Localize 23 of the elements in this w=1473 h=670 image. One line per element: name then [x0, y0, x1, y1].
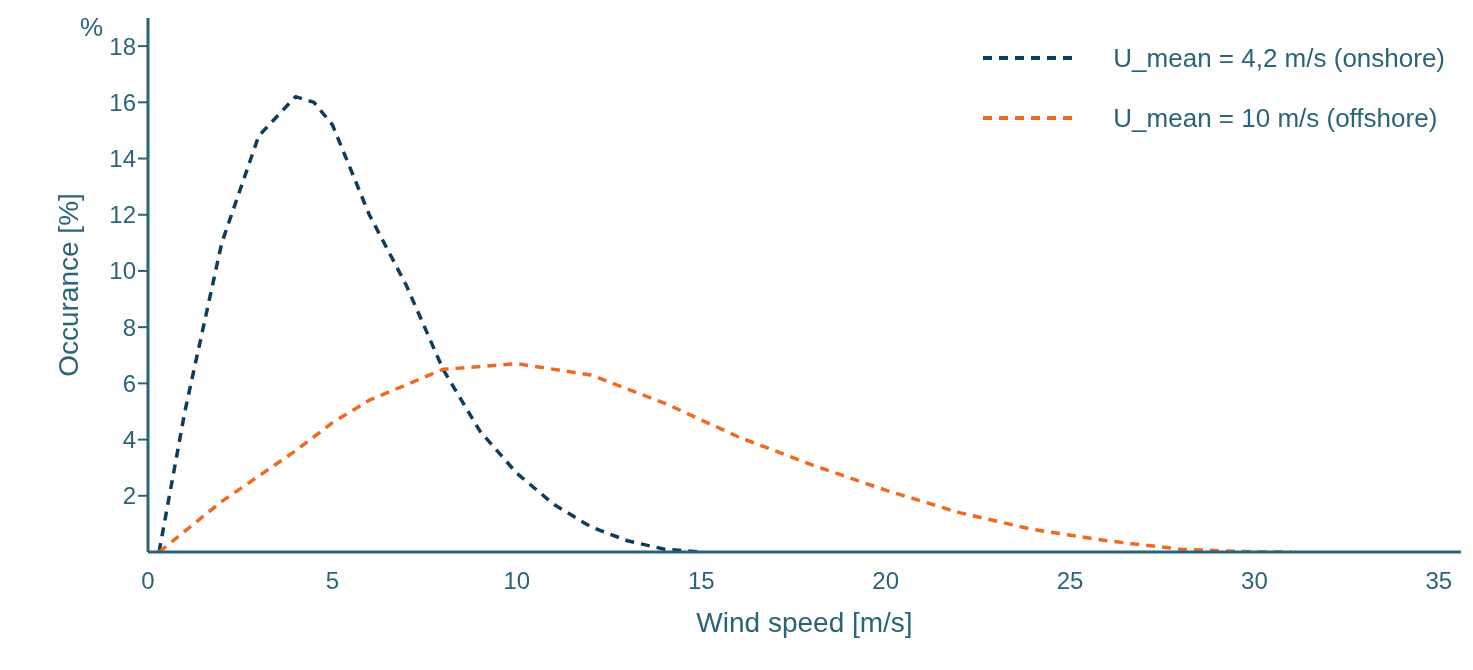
x-tick-label: 0	[141, 567, 155, 595]
y-tick-label: 2	[122, 482, 136, 510]
y-tick-label: 8	[122, 313, 136, 341]
y-tick-label: 6	[122, 369, 136, 397]
y-tick-label: 10	[109, 257, 136, 285]
legend-label: U_mean = 4,2 m/s (onshore)	[1113, 42, 1445, 74]
x-tick-label: 35	[1425, 567, 1453, 595]
y-tick-label: 16	[109, 88, 136, 116]
x-tick-label: 15	[687, 567, 715, 595]
line-series	[157, 361, 1294, 552]
y-tick-label: 4	[122, 426, 136, 454]
x-tick-label: 25	[1056, 567, 1084, 595]
y-tick-label: 14	[109, 145, 136, 173]
x-tick-label: 20	[872, 567, 899, 595]
y-axis-title: Occurance [%]	[52, 193, 84, 377]
x-tick-label: 30	[1241, 567, 1268, 595]
text: %	[80, 12, 104, 43]
legend-label: U_mean = 10 m/s (offshore)	[1113, 102, 1438, 134]
x-tick-label: 5	[325, 567, 340, 595]
x-tick-label: 10	[503, 567, 531, 595]
x-axis-title: Wind speed [m/s]	[696, 607, 913, 638]
y-tick-label: 12	[109, 201, 136, 229]
y-tick-label: 18	[109, 32, 136, 60]
